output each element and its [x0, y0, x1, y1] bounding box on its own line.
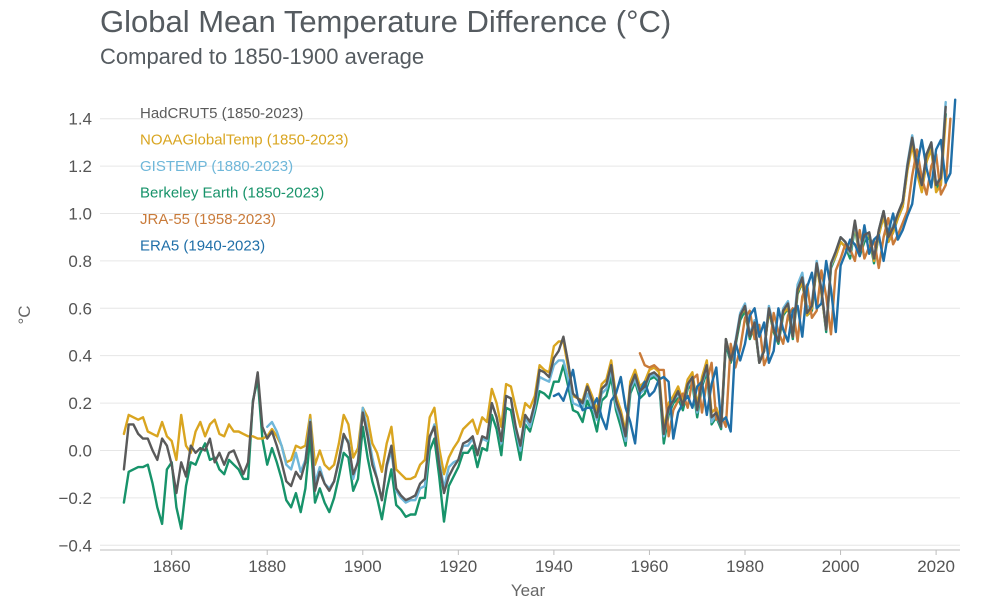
legend-entry: GISTEMP (1880-2023) [140, 158, 293, 175]
x-axis-label: Year [511, 581, 546, 600]
legend: HadCRUT5 (1850-2023) NOAAGlobalTemp (1850… [140, 105, 348, 255]
legend-entry: Berkeley Earth (1850-2023) [140, 185, 324, 202]
legend-entry: NOAAGlobalTemp (1850-2023) [140, 132, 348, 149]
series-lines [122, 98, 957, 530]
x-tick-label: 1900 [344, 557, 382, 576]
x-tick-label: 1960 [631, 557, 669, 576]
x-tick-label: 1940 [535, 557, 573, 576]
y-tick-label: 1.4 [68, 110, 92, 129]
axes: −0.4 −0.2 0.0 0.2 0.4 0.6 0.8 1.0 1.2 1.4 1860 1880… [58, 110, 960, 576]
y-tick-label: 0.6 [68, 299, 92, 318]
y-tick-label: −0.4 [58, 536, 92, 555]
y-tick-label: 0.4 [68, 347, 92, 366]
y-tick-label: 1.2 [68, 157, 92, 176]
x-tick-label: 1880 [248, 557, 286, 576]
y-tick-label: −0.2 [58, 489, 92, 508]
legend-entry: ERA5 (1940-2023) [140, 238, 265, 255]
series-line-0 [122, 105, 947, 502]
legend-entry: HadCRUT5 (1850-2023) [140, 105, 303, 122]
x-tick-label: 1980 [726, 557, 764, 576]
y-tick-label: 1.0 [68, 204, 92, 223]
legend-entry: JRA-55 (1958-2023) [140, 211, 276, 228]
x-tick-label: 1860 [153, 557, 191, 576]
x-tick-label: 2020 [917, 557, 955, 576]
y-axis-label: °C [15, 305, 34, 324]
x-tick-label: 2000 [822, 557, 860, 576]
chart-subtitle: Compared to 1850-1900 average [100, 44, 425, 69]
x-tick-label: 1920 [439, 557, 477, 576]
y-tick-label: 0.0 [68, 441, 92, 460]
y-tick-label: 0.2 [68, 394, 92, 413]
y-tick-label: 0.8 [68, 252, 92, 271]
chart-title: Global Mean Temperature Difference (°C) [100, 4, 672, 39]
